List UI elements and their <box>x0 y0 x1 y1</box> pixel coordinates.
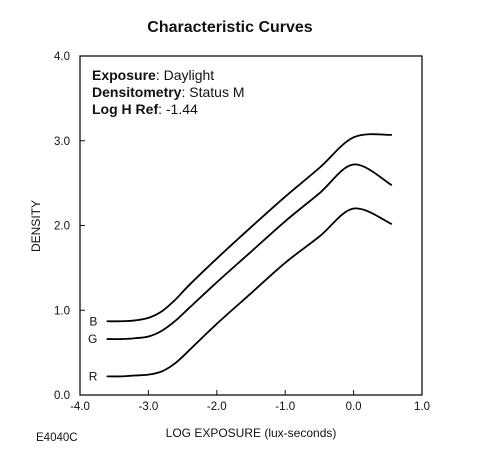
curves <box>106 133 393 378</box>
curve-r <box>106 207 393 378</box>
x-tick-label: -4.0 <box>70 401 90 413</box>
curve-label-g: G <box>88 332 97 346</box>
info-line-log-h-ref: Log H Ref: -1.44 <box>92 101 198 117</box>
y-tick-label: 3.0 <box>54 136 70 148</box>
info-key-densitometry: Densitometry <box>92 84 182 100</box>
curve-label-r: R <box>89 369 98 383</box>
info-value-exposure: : Daylight <box>156 67 214 83</box>
info-line-densitometry: Densitometry: Status M <box>92 84 245 100</box>
y-tick-label: 4.0 <box>54 51 70 63</box>
info-key-exposure: Exposure <box>92 67 156 83</box>
x-tick-label: -1.0 <box>275 401 295 413</box>
x-axis-title: LOG EXPOSURE (lux-seconds) <box>166 426 337 440</box>
info-line-exposure: Exposure: Daylight <box>92 67 214 83</box>
info-key-log-h-ref: Log H Ref <box>92 101 158 117</box>
curve-b <box>106 133 393 323</box>
y-tick-label: 0.0 <box>54 390 70 402</box>
info-value-log-h-ref: : -1.44 <box>158 101 198 117</box>
y-tick-label: 1.0 <box>54 305 70 317</box>
y-tick-label: 2.0 <box>54 221 70 233</box>
curve-labels: BG R <box>88 314 98 383</box>
curve-g <box>106 163 393 341</box>
x-tick-label: 1.0 <box>414 401 430 413</box>
info-value-densitometry: : Status M <box>181 84 244 100</box>
x-tick-label: -3.0 <box>138 401 158 413</box>
curve-label-b: B <box>89 314 97 328</box>
axis-ticks: -4.0 -3.0 -2.0 -1.0 0.0 1.0 0.0 1.0 2.0 3.0 4.0 <box>54 51 430 413</box>
y-axis-title: DENSITY <box>29 200 43 252</box>
x-tick-label: -2.0 <box>207 401 227 413</box>
figure-code: E4040C <box>36 432 78 444</box>
chart-title: Characteristic Curves <box>147 19 313 36</box>
x-tick-label: 0.0 <box>346 401 362 413</box>
